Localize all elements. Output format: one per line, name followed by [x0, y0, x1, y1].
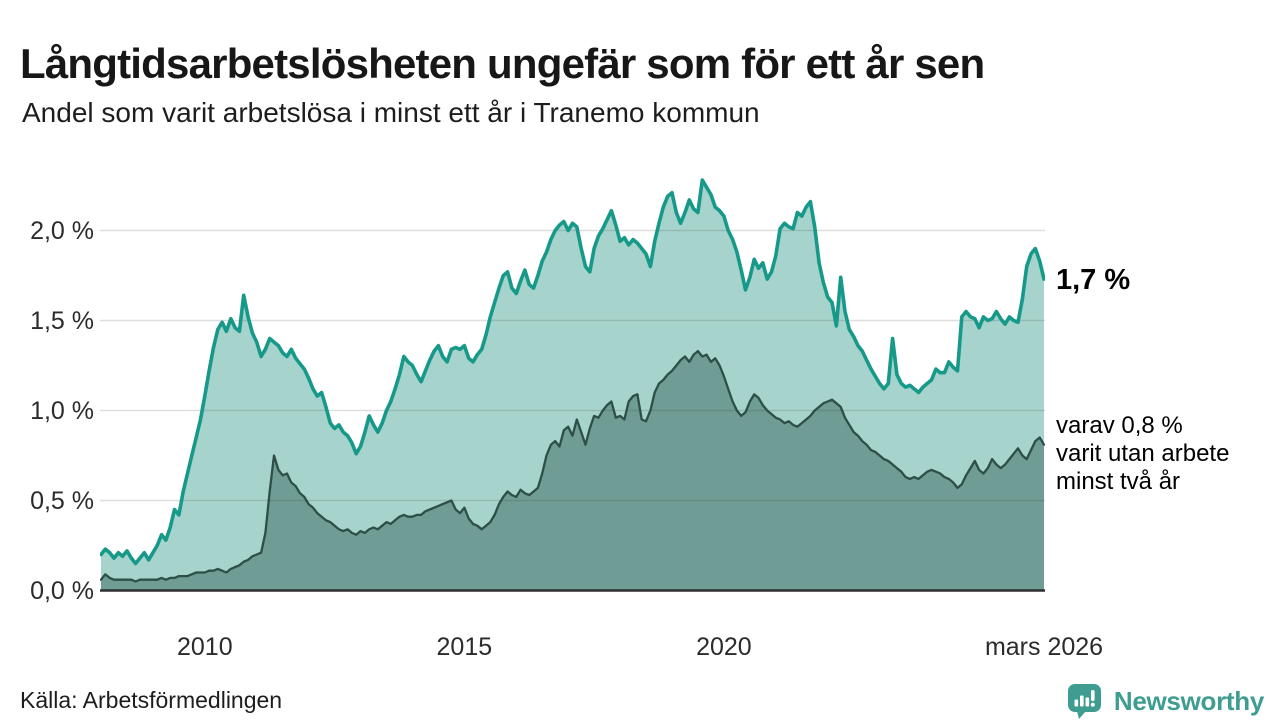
newsworthy-brand: Newsworthy: [1067, 682, 1264, 720]
x-axis-label: 2020: [696, 633, 752, 661]
sub-series-annotation-line: varit utan arbete: [1056, 440, 1230, 467]
series-line-0: [100, 178, 1045, 566]
sub-series-annotation-line: minst två år: [1056, 468, 1181, 495]
x-axis-label: 2015: [436, 633, 493, 661]
last-value-annotation: 1,7 %: [1056, 264, 1131, 296]
x-axis-label: 2010: [177, 633, 233, 661]
page-title: Långtidsarbetslösheten ungefär som för e…: [20, 40, 985, 88]
newsworthy-logo-text: Newsworthy: [1113, 685, 1264, 716]
chart-subtitle: Andel som varit arbetslösa i minst ett å…: [22, 97, 760, 128]
newsworthy-logo-icon: [1067, 684, 1101, 719]
area-fill-1: [101, 351, 1044, 591]
y-axis-label: 1,5 %: [30, 307, 94, 335]
x-axis-label: mars 2026: [984, 633, 1104, 661]
sub-series-annotation: varav 0,8 % varit utan arbete minst två …: [1056, 412, 1229, 496]
y-axis-label: 0,0 %: [30, 577, 94, 605]
y-axis-label: 1,0 %: [30, 397, 94, 425]
unemployment-area-chart: [100, 178, 1045, 592]
y-axis-label: 0,5 %: [30, 487, 94, 515]
source-note: Källa: Arbetsförmedlingen: [20, 687, 283, 713]
series-line-1: [100, 349, 1045, 583]
y-axis-label: 2,0 %: [30, 217, 94, 245]
sub-series-annotation-line: varav 0,8 %: [1056, 412, 1183, 439]
